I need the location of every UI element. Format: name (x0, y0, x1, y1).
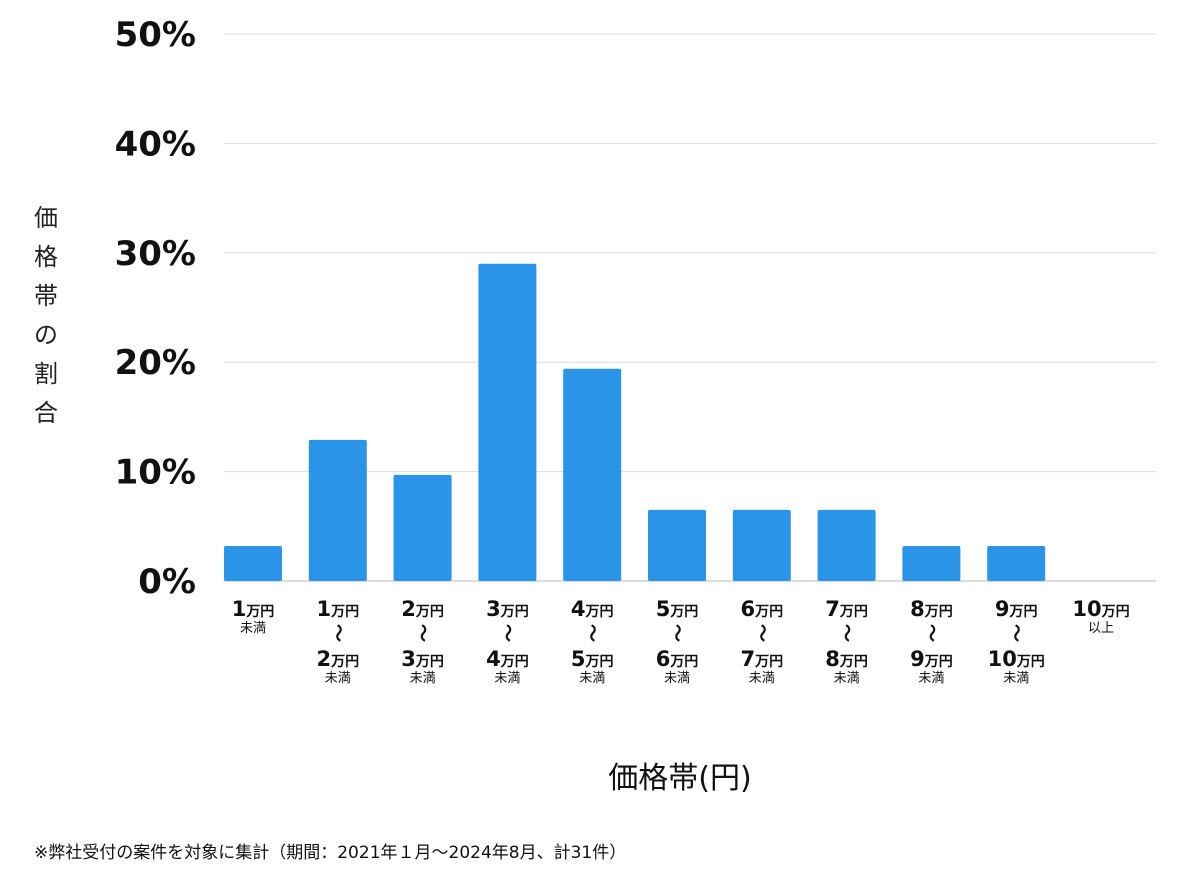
y-tick-label: 50% (115, 15, 196, 55)
range-tilde: 〜 (496, 624, 517, 642)
y-axis-ticks: 0% 10% 20% 30% 40% 50% (115, 15, 196, 602)
bar (308, 439, 367, 581)
category-line: 未満 (579, 671, 605, 686)
x-axis-label: 価格帯(円) (608, 761, 751, 796)
category-line: 10万円 (988, 647, 1045, 671)
range-tilde: 〜 (920, 624, 941, 642)
y-tick-label: 0% (138, 562, 196, 602)
range-tilde: 〜 (751, 624, 772, 642)
range-tilde: 〜 (412, 624, 433, 642)
category-line: 3万円 (401, 647, 444, 671)
category-line: 未満 (1003, 671, 1029, 686)
y-tick-label: 30% (115, 234, 196, 274)
category-line: 以上 (1088, 621, 1114, 636)
y-axis-label-char: 価 (34, 204, 58, 232)
category-line: 未満 (834, 671, 860, 686)
category-line: 未満 (918, 671, 944, 686)
category-line: 5万円 (571, 647, 614, 671)
category-line: 1万円 (232, 597, 275, 621)
category-line: 10万円 (1072, 597, 1129, 621)
bar (563, 368, 622, 581)
category-line: 7万円 (825, 597, 868, 621)
category-line: 2万円 (401, 597, 444, 621)
bar (817, 509, 876, 581)
bars (224, 263, 1046, 581)
y-axis-label-char: 合 (34, 399, 58, 427)
category-line: 1万円 (316, 597, 359, 621)
category-line: 6万円 (656, 647, 699, 671)
category-line: 未満 (749, 671, 775, 686)
category-line: 未満 (494, 671, 520, 686)
category-line: 6万円 (740, 597, 783, 621)
category-line: 未満 (325, 671, 351, 686)
category-line: 2万円 (316, 647, 359, 671)
category-line: 9万円 (995, 597, 1038, 621)
range-tilde: 〜 (666, 624, 687, 642)
y-axis-label-char: 割 (34, 360, 58, 388)
category-line: 未満 (664, 671, 690, 686)
bar (224, 545, 282, 581)
category-line: 8万円 (910, 597, 953, 621)
x-axis-categories: 1万円未満1万円〜2万円未満2万円〜3万円未満3万円〜4万円未満4万円〜5万円未… (232, 597, 1130, 686)
bar (393, 474, 452, 581)
bar (987, 545, 1046, 581)
y-tick-label: 10% (115, 453, 196, 493)
category-line: 3万円 (486, 597, 529, 621)
range-tilde: 〜 (1005, 624, 1026, 642)
category-line: 7万円 (740, 647, 783, 671)
y-axis-label-char: 格 (34, 243, 58, 271)
range-tilde: 〜 (581, 624, 602, 642)
bar (478, 263, 537, 581)
bar (648, 509, 706, 581)
range-tilde: 〜 (327, 624, 348, 642)
y-tick-label: 20% (115, 343, 196, 383)
category-line: 未満 (410, 671, 436, 686)
category-line: 9万円 (910, 647, 953, 671)
category-line: 5万円 (656, 597, 699, 621)
category-line: 4万円 (486, 647, 529, 671)
bar (902, 545, 961, 581)
y-tick-label: 40% (115, 124, 196, 164)
bar (732, 509, 791, 581)
category-line: 8万円 (825, 647, 868, 671)
category-line: 4万円 (571, 597, 614, 621)
range-tilde: 〜 (836, 624, 857, 642)
footnote: ※弊社受付の案件を対象に集計（期間：2021年１月〜2024年8月、計31件） (34, 843, 626, 863)
y-axis-label-char: の (34, 321, 58, 349)
y-axis-label-char: 帯 (34, 282, 58, 310)
category-line: 未満 (240, 621, 266, 636)
